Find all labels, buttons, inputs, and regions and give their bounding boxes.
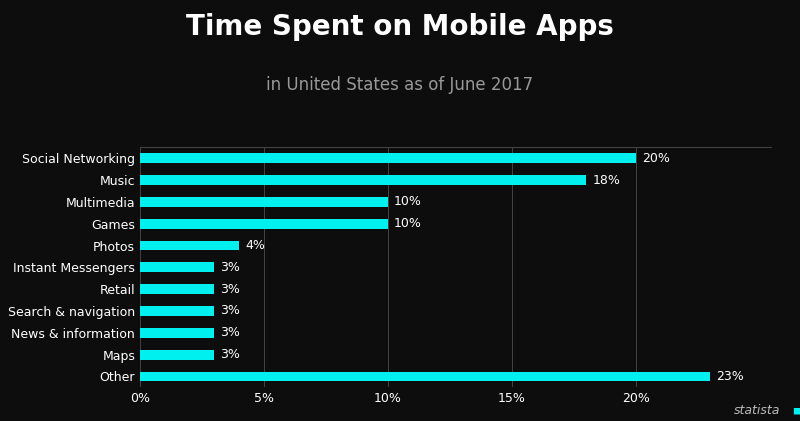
Bar xyxy=(140,284,214,294)
Text: statista: statista xyxy=(734,404,780,417)
Text: 23%: 23% xyxy=(716,370,744,383)
Text: 10%: 10% xyxy=(394,217,422,230)
Text: 3%: 3% xyxy=(221,261,241,274)
Text: 3%: 3% xyxy=(221,282,241,296)
Text: 20%: 20% xyxy=(642,152,670,165)
Bar xyxy=(140,219,388,229)
Text: 3%: 3% xyxy=(221,304,241,317)
Text: ◼: ◼ xyxy=(792,406,800,416)
Text: 4%: 4% xyxy=(246,239,266,252)
Bar xyxy=(140,153,636,163)
Text: 10%: 10% xyxy=(394,195,422,208)
Bar xyxy=(140,306,214,316)
Bar xyxy=(140,241,239,250)
Text: 18%: 18% xyxy=(592,173,620,187)
Text: 3%: 3% xyxy=(221,326,241,339)
Bar xyxy=(140,328,214,338)
Bar xyxy=(140,197,388,207)
Text: 3%: 3% xyxy=(221,348,241,361)
Text: in United States as of June 2017: in United States as of June 2017 xyxy=(266,76,534,94)
Bar xyxy=(140,262,214,272)
Bar xyxy=(140,371,710,381)
Text: Time Spent on Mobile Apps: Time Spent on Mobile Apps xyxy=(186,13,614,41)
Bar xyxy=(140,350,214,360)
Bar xyxy=(140,175,586,185)
